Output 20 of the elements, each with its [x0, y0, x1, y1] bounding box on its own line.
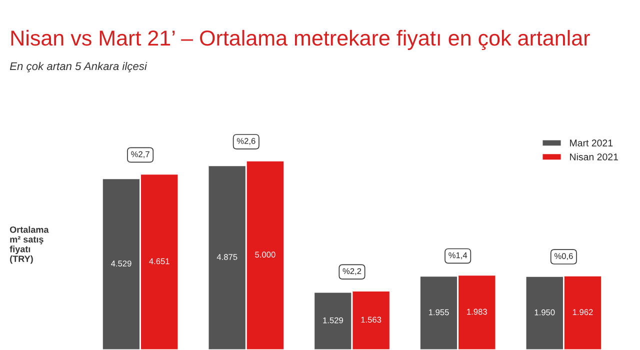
- data-label: 4.651: [149, 258, 170, 264]
- data-label: 1.955: [429, 309, 449, 316]
- annotation: %0,6: [554, 253, 573, 260]
- data-label: 1.983: [467, 308, 487, 315]
- data-label: 1.563: [361, 316, 382, 323]
- annotation: %2,2: [342, 268, 362, 276]
- data-label: 1.962: [572, 309, 593, 316]
- legend-label: Nisan 2021: [570, 153, 618, 160]
- data-label: 4.875: [216, 254, 238, 260]
- text: %2,7: [131, 151, 150, 158]
- data-label: 4.529: [111, 260, 132, 266]
- chart-title: Nisan vs Mart 21’ – Ortalama metrekare fiyatı en çok artanlar: [11, 30, 590, 50]
- data-label: 1.950: [534, 309, 555, 316]
- data-label: 1.529: [323, 317, 343, 324]
- text: %2,6: [236, 138, 256, 145]
- annotation: %1,4: [448, 252, 468, 260]
- y-axis-title: Ortalama m² satış fiyatı (TRY): [10, 226, 49, 264]
- legend-label: Mart 2021: [570, 140, 613, 146]
- data-label: 5.000: [255, 252, 276, 258]
- chart-subtitle: En çok artan 5 Ankara ilçesi: [10, 62, 148, 72]
